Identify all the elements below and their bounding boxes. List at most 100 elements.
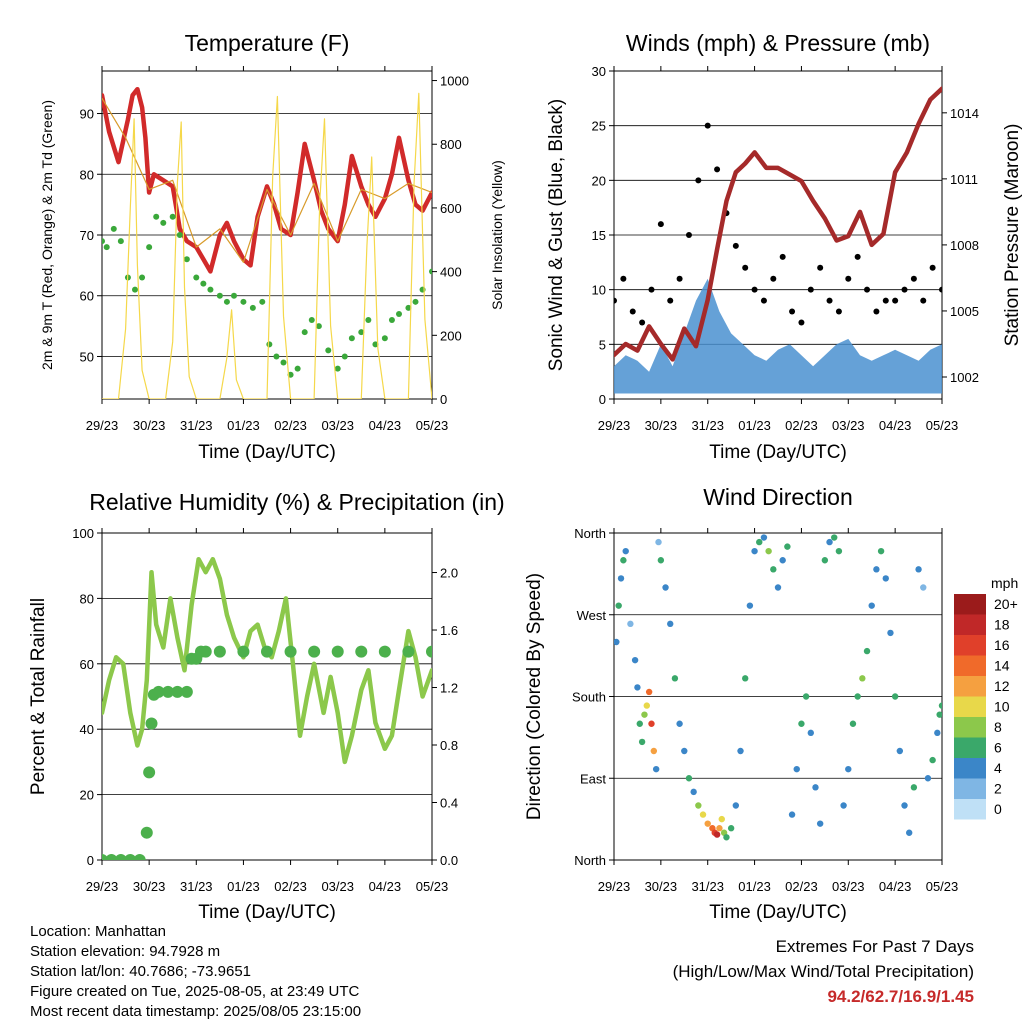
direction-point xyxy=(891,693,899,700)
y-tick-label: 0 xyxy=(599,392,606,407)
series-point xyxy=(667,297,674,304)
x-tick-label: 05/23 xyxy=(926,418,959,433)
series-point xyxy=(789,308,796,315)
x-tick-label: 03/23 xyxy=(832,418,865,433)
legend-label: 6 xyxy=(994,740,1002,756)
extremes-values: 94.2/62.7/16.9/1.45 xyxy=(827,987,974,1006)
legend-title: mph xyxy=(991,575,1018,591)
y-tick-label: West xyxy=(577,608,607,623)
legend-swatch xyxy=(954,717,986,738)
series-point xyxy=(388,317,395,324)
series-point xyxy=(273,353,280,360)
direction-point xyxy=(655,538,662,546)
series-point xyxy=(920,297,927,304)
latlon-text: Station lat/lon: 40.7686; -73.9651 xyxy=(30,963,252,980)
x-tick-label: 30/23 xyxy=(645,879,678,894)
series-point xyxy=(845,275,852,282)
extremes-block: Extremes For Past 7 Days (High/Low/Max W… xyxy=(673,934,974,1009)
y-tick-label: 60 xyxy=(80,289,94,304)
series-point xyxy=(798,319,805,326)
x-tick-label: 31/23 xyxy=(180,879,213,894)
direction-point xyxy=(816,820,824,827)
y-right-tick-label: 1000 xyxy=(440,74,469,89)
series-point xyxy=(132,286,138,293)
extremes-title: Extremes For Past 7 Days xyxy=(775,937,974,956)
direction-point xyxy=(662,584,669,591)
direction-point xyxy=(788,811,796,818)
y-axis-right-label: Station Pressure (Maroon) xyxy=(1002,124,1023,347)
series-point xyxy=(742,264,749,271)
direction-point xyxy=(620,557,627,564)
direction-point xyxy=(877,547,885,555)
direction-point xyxy=(868,602,875,609)
series-line-2 xyxy=(102,97,432,263)
series-point xyxy=(207,286,214,293)
direction-point xyxy=(770,566,777,573)
x-axis-label: Time (Day/UTC) xyxy=(198,442,336,463)
direction-point xyxy=(718,815,725,823)
series-line-3 xyxy=(614,86,942,362)
series-point xyxy=(139,274,146,281)
direction-point xyxy=(652,765,660,773)
y-right-tick-label: 0.8 xyxy=(440,738,458,753)
y-axis-label: Direction (Colored By Speed) xyxy=(524,573,545,820)
y-tick-label: 5 xyxy=(599,337,606,352)
chart-panel-1: 50 60 70 80 90 0 200 400 600 800 1000 29/23 30/23 31/… xyxy=(39,30,505,463)
y-tick-label: South xyxy=(572,690,606,705)
series-point xyxy=(266,341,273,348)
direction-point xyxy=(774,584,782,591)
series-point xyxy=(240,298,247,305)
series-area-1 xyxy=(614,278,942,394)
data-layer xyxy=(102,556,432,860)
direction-point xyxy=(657,557,665,564)
legend-swatch xyxy=(954,758,986,779)
chart-panel-2: 0 5 10 15 20 25 30 1002 1005 1008 1011 1014 29/23 30/… xyxy=(546,30,1023,463)
direction-point xyxy=(648,720,655,727)
elevation-text: Station elevation: 94.7928 m xyxy=(30,943,221,960)
series-point xyxy=(929,264,936,271)
x-tick-label: 29/23 xyxy=(86,879,119,894)
y-tick-label: East xyxy=(580,771,606,786)
direction-point xyxy=(756,538,763,546)
series-point xyxy=(657,221,664,228)
x-tick-label: 30/23 xyxy=(133,418,166,433)
x-tick-label: 29/23 xyxy=(598,879,631,894)
direction-point xyxy=(793,765,800,773)
x-tick-label: 02/23 xyxy=(274,879,307,894)
series-point xyxy=(110,225,117,232)
series-point xyxy=(162,685,174,698)
y-tick-label: 80 xyxy=(80,591,94,606)
x-tick-label: 01/23 xyxy=(227,879,260,894)
station-info: Location: Manhattan Station elevation: 9… xyxy=(30,922,361,1022)
y-tick-label: 40 xyxy=(80,722,94,737)
series-point xyxy=(348,335,355,342)
legend-swatch xyxy=(954,655,986,676)
location-text: Location: Manhattan xyxy=(30,923,166,940)
series-point xyxy=(901,286,908,293)
series-point xyxy=(426,645,432,658)
direction-point xyxy=(798,720,805,727)
series-point xyxy=(704,122,711,129)
series-point xyxy=(873,308,880,315)
direction-point xyxy=(929,756,936,764)
series-point xyxy=(237,645,250,658)
direction-point xyxy=(934,729,941,737)
series-point xyxy=(169,213,176,220)
series-point xyxy=(114,854,127,860)
series-point xyxy=(103,244,110,251)
direction-point xyxy=(746,602,754,609)
x-tick-label: 31/23 xyxy=(180,418,213,433)
direction-point xyxy=(831,534,838,541)
y-axis-label: 2m & 9m T (Red, Orange) & 2m Td (Green) xyxy=(39,100,55,370)
x-tick-label: 31/23 xyxy=(691,418,724,433)
legend-label: 4 xyxy=(994,760,1002,776)
legend-swatch xyxy=(954,635,986,656)
direction-point xyxy=(716,825,723,832)
series-point xyxy=(124,854,137,860)
x-tick-label: 30/23 xyxy=(645,418,678,433)
series-point xyxy=(200,280,207,287)
direction-point xyxy=(779,557,786,564)
series-point xyxy=(171,685,184,698)
x-tick-label: 01/23 xyxy=(738,879,771,894)
